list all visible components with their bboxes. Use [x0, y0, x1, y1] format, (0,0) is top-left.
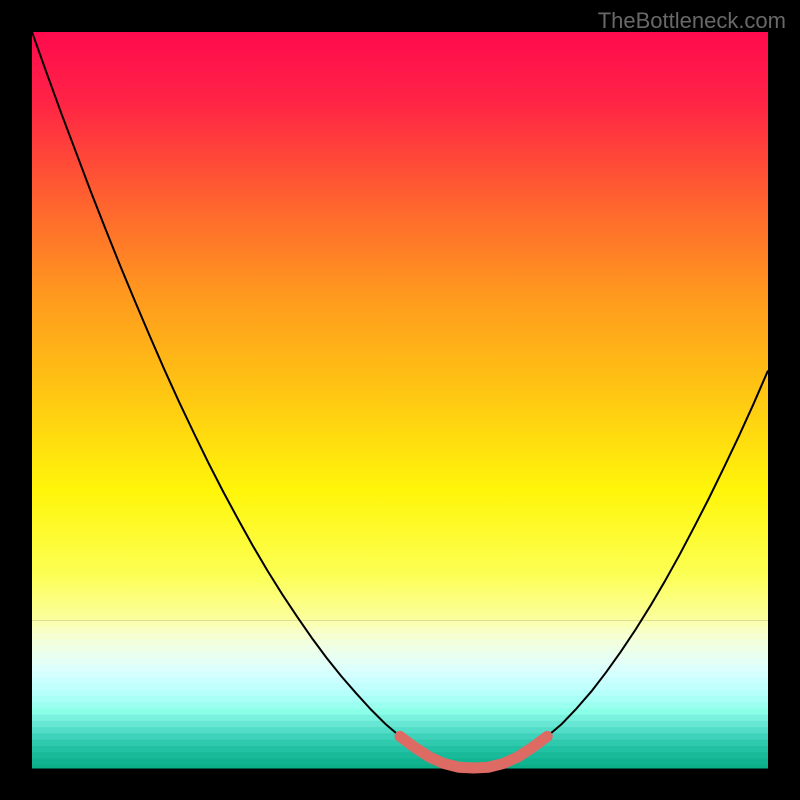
chart-svg [0, 0, 800, 800]
watermark-text: TheBottleneck.com [598, 8, 786, 34]
bottleneck-chart [0, 0, 800, 800]
